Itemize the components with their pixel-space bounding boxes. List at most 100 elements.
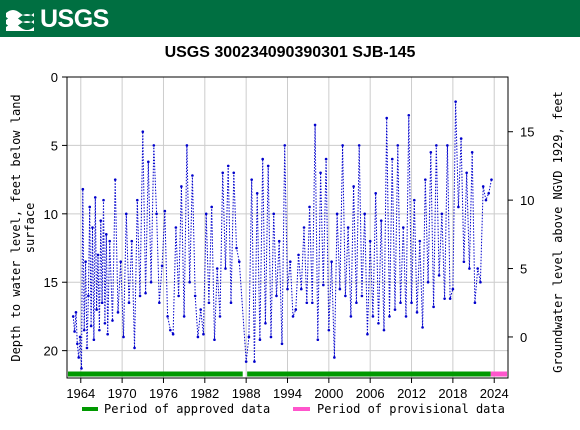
data-point (76, 342, 79, 346)
data-point (459, 137, 463, 140)
data-point (169, 328, 172, 332)
data-point (283, 144, 287, 147)
data-point (207, 301, 211, 305)
data-point (429, 150, 433, 154)
data-point (244, 360, 248, 363)
data-point (487, 191, 491, 195)
data-point (454, 100, 457, 103)
data-point (327, 328, 331, 332)
left-axis-label-line1: Depth to water level, feet below land (9, 94, 23, 361)
data-point (74, 311, 78, 314)
data-point (335, 212, 339, 216)
data-point (393, 308, 397, 311)
data-point (448, 297, 452, 300)
data-point (349, 315, 353, 318)
data-point (462, 260, 466, 264)
data-point (124, 212, 128, 216)
data-point (102, 198, 105, 202)
data-point (182, 315, 186, 318)
data-point (185, 144, 189, 147)
data-point (158, 301, 161, 305)
right-tick-label: 0 (520, 330, 527, 345)
data-point (399, 301, 402, 305)
data-point (322, 283, 325, 287)
data-point (468, 267, 471, 270)
legend: Period of approved data Period of provis… (82, 402, 505, 416)
right-axis-label: Groundwater level above NGVD 1929, feet (551, 91, 565, 373)
usgs-logo[interactable]: USGS (6, 4, 126, 34)
data-point (371, 315, 375, 318)
data-point (481, 185, 485, 188)
data-point (415, 311, 419, 314)
data-point (363, 212, 366, 216)
data-point (418, 239, 422, 243)
data-point (166, 315, 169, 318)
data-point (163, 209, 167, 213)
data-point (484, 198, 488, 202)
data-point (305, 301, 309, 305)
left-tick-label: 15 (44, 275, 58, 290)
data-point (388, 315, 391, 318)
data-point (215, 267, 219, 270)
data-point (191, 174, 194, 177)
data-point (476, 267, 479, 270)
data-point (390, 157, 394, 161)
data-point (106, 332, 109, 336)
data-point (410, 301, 413, 305)
data-point (99, 219, 103, 222)
left-tick-label: 5 (51, 138, 58, 153)
data-point (232, 171, 236, 175)
data-point (160, 264, 164, 268)
data-point (404, 315, 408, 318)
data-point (89, 324, 93, 328)
data-point (324, 157, 328, 161)
data-point (199, 308, 202, 311)
data-point (149, 280, 153, 284)
left-tick-label: 20 (44, 344, 58, 359)
data-point (82, 328, 86, 332)
data-point (188, 280, 191, 284)
data-point (253, 360, 256, 363)
legend-approved-label: Period of approved data (104, 402, 270, 416)
data-point (435, 144, 438, 147)
data-point (116, 311, 120, 314)
x-tick-label: 2018 (438, 386, 467, 401)
series-line (72, 101, 492, 369)
data-point (308, 205, 311, 209)
data-point (421, 326, 424, 329)
data-point (330, 260, 333, 264)
data-point (355, 301, 358, 305)
data-point (196, 335, 200, 339)
right-tick-label: 10 (520, 193, 534, 208)
data-point (269, 335, 273, 339)
data-point (204, 212, 208, 216)
data-point (147, 160, 150, 164)
data-point (432, 305, 435, 309)
data-point (235, 246, 238, 250)
data-point (87, 294, 90, 298)
data-point (122, 335, 125, 339)
data-point (77, 356, 81, 359)
data-point (119, 260, 123, 264)
data-point (104, 233, 108, 236)
data-point (98, 328, 101, 332)
x-tick-label: 2000 (314, 386, 343, 401)
right-tick-label: 5 (520, 262, 527, 277)
data-point (288, 260, 292, 264)
left-tick-label: 0 (51, 70, 58, 85)
left-axis-ticks: 0 5 10 15 20 (44, 70, 67, 359)
right-axis-ticks: 15 10 5 0 (508, 125, 534, 345)
data-point (113, 178, 117, 181)
x-tick-label: 1982 (190, 386, 219, 401)
data-point (96, 253, 100, 257)
data-point (443, 297, 446, 300)
legend-provisional-label: Period of provisional data (317, 402, 505, 416)
data-point (264, 321, 267, 325)
data-point (213, 338, 216, 341)
data-point (346, 226, 350, 229)
data-point (111, 319, 114, 322)
data-point (344, 294, 347, 298)
data-point (407, 114, 411, 117)
data-point (424, 178, 427, 181)
data-point (80, 367, 83, 370)
